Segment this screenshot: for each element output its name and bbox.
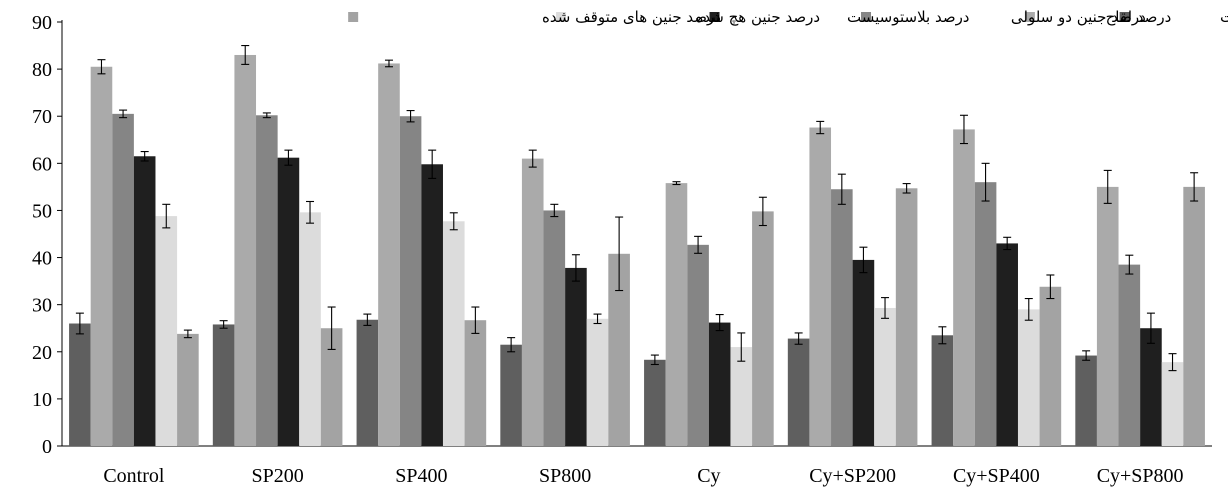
- y-tick-label: 50: [32, 200, 52, 222]
- bar: [399, 116, 422, 446]
- bar: [500, 344, 522, 446]
- y-tick-label: 30: [32, 295, 52, 317]
- bar: [895, 188, 918, 446]
- x-axis: Control SP200 SP400 SP800 Cy Cy+SP200 Cy+SP400…: [62, 445, 1212, 487]
- bar: [565, 267, 587, 446]
- legend-swatch: [1119, 12, 1130, 22]
- bar: [277, 157, 300, 446]
- legend-swatch: [348, 12, 359, 22]
- x-tick-label: SP800: [539, 465, 591, 487]
- bar: [378, 63, 400, 447]
- bar: [177, 333, 199, 446]
- legend-label: درصد جنین دو سلولی: [1011, 8, 1146, 26]
- bar: [974, 182, 997, 446]
- bar: [953, 129, 975, 446]
- bar: [687, 244, 709, 446]
- bar: [752, 211, 774, 446]
- bar: [442, 221, 465, 446]
- bars: [69, 54, 1205, 447]
- bar: [787, 338, 810, 446]
- x-tick-label: Cy+SP400: [953, 465, 1040, 487]
- bar: [665, 183, 688, 446]
- bar: [234, 54, 257, 446]
- bar: [831, 189, 853, 446]
- legend-swatch: [709, 12, 720, 22]
- x-tick-label: Cy+SP200: [809, 465, 896, 487]
- bar: [1140, 328, 1162, 446]
- legend-label: درصد جنین های متوقف شده: [542, 8, 721, 26]
- y-axis: 0 10 20 30 40 50 60 70 80 90: [32, 12, 63, 458]
- bar: [112, 113, 134, 446]
- legend-label: درصد بلاستوسیست: [847, 8, 969, 26]
- x-tick-label: SP200: [252, 465, 304, 487]
- bar: [586, 318, 609, 446]
- bar: [874, 307, 896, 446]
- bar: [852, 259, 875, 446]
- y-tick-label: 60: [32, 153, 52, 175]
- bar: [356, 319, 379, 446]
- legend-label: درصد لقاح: [1106, 8, 1172, 26]
- bar: [996, 243, 1018, 446]
- bar: [1161, 362, 1184, 446]
- bar: [320, 328, 343, 446]
- y-tick-label: 10: [32, 389, 52, 411]
- bar: [1039, 286, 1062, 446]
- bar: [543, 210, 566, 446]
- bar: [1075, 355, 1097, 446]
- x-tick-label: Cy+SP800: [1097, 465, 1184, 487]
- bar: [1096, 186, 1119, 446]
- error-bars: [75, 45, 1199, 372]
- bar: [931, 335, 954, 446]
- bar: [212, 324, 235, 446]
- bar: [421, 164, 443, 446]
- bar: [1183, 186, 1205, 446]
- bar: [256, 115, 278, 446]
- x-tick-label: SP400: [395, 465, 447, 487]
- x-tick-label: Control: [103, 465, 165, 487]
- bar: [708, 322, 731, 446]
- bar: [133, 156, 156, 446]
- bar: [644, 359, 666, 446]
- bar: [521, 158, 544, 446]
- legend-label: تعداد اووسیت: [1220, 8, 1228, 26]
- y-tick-label: 40: [32, 248, 52, 270]
- legend-swatch: [861, 12, 872, 22]
- bar: [608, 253, 630, 446]
- bar: [730, 347, 753, 446]
- bar: [69, 323, 91, 446]
- bar: [90, 66, 113, 446]
- x-tick-label: Cy: [697, 465, 720, 487]
- bar: [464, 320, 487, 446]
- legend-label: درصد جنین هچ شده: [696, 8, 820, 26]
- y-tick-label: 0: [42, 436, 52, 458]
- y-tick-label: 70: [32, 106, 52, 128]
- legend-swatch: [1024, 12, 1035, 22]
- bar: [1118, 264, 1141, 446]
- bar: [299, 212, 321, 446]
- y-tick-label: 90: [32, 12, 52, 34]
- bar: [809, 127, 832, 446]
- y-tick-label: 20: [32, 342, 52, 364]
- bar: [1017, 309, 1040, 446]
- y-tick-label: 80: [32, 59, 52, 81]
- legend-swatch: [556, 12, 567, 22]
- bar: [155, 216, 178, 446]
